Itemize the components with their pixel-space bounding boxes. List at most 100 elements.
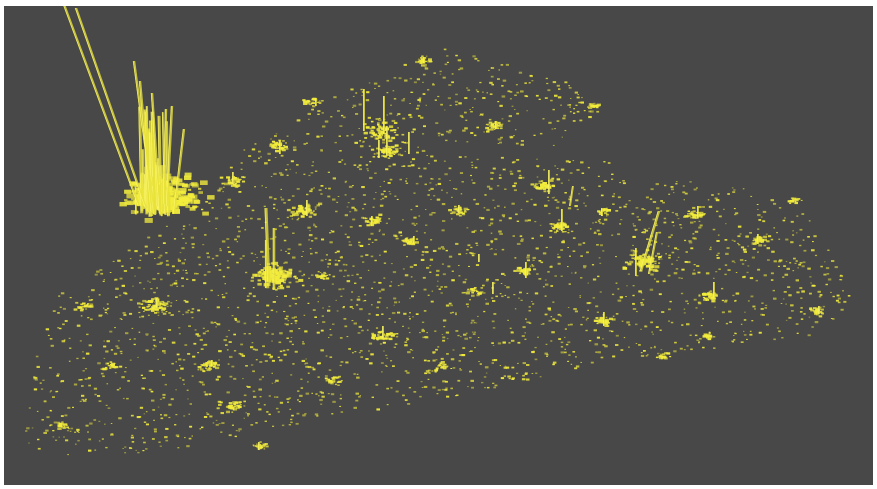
map-point-2098	[169, 305, 172, 307]
map-point-31	[209, 415, 213, 418]
map-point-2211	[341, 256, 343, 257]
map-point-1145	[398, 231, 402, 234]
map-point-2558	[327, 266, 330, 268]
map-point-1843	[240, 162, 243, 164]
map-point-524	[305, 290, 310, 293]
map-point-2093	[178, 333, 181, 335]
map-point-2889	[300, 215, 305, 218]
map-point-47	[365, 164, 369, 166]
map-point-2007	[475, 89, 478, 91]
map-point-3036	[377, 131, 382, 134]
map-point-1346	[732, 341, 734, 343]
map-point-3188	[274, 147, 278, 150]
map-point-3111	[390, 145, 395, 148]
map-point-1842	[296, 188, 300, 190]
map-point-215	[676, 259, 678, 261]
map-point-2112	[288, 397, 292, 399]
map-point-458	[492, 199, 495, 201]
map-point-860	[255, 359, 258, 361]
map-point-2146	[41, 419, 44, 421]
map-point-2305	[215, 228, 218, 230]
map-point-1270	[743, 334, 747, 336]
map-point-1340	[835, 299, 839, 302]
map-point-1347	[421, 321, 425, 323]
map-point-797	[430, 187, 434, 190]
3d-map-viewport[interactable]	[4, 6, 873, 485]
map-point-1464	[338, 288, 342, 291]
map-point-1506	[292, 363, 295, 365]
map-point-3064	[377, 124, 380, 126]
map-point-322	[764, 307, 768, 309]
map-point-20	[490, 241, 493, 244]
map-point-1671	[548, 309, 552, 311]
map-point-939	[500, 136, 503, 139]
map-point-2536	[737, 235, 741, 238]
map-point-654	[291, 316, 295, 319]
map-point-3448	[653, 260, 657, 263]
map-point-1020	[568, 87, 572, 89]
map-point-3553	[604, 324, 609, 327]
map-point-1398	[817, 290, 821, 293]
map-point-2752	[185, 205, 191, 208]
extruded-bar-74	[647, 231, 659, 275]
map-point-2041	[123, 270, 128, 272]
map-point-1664	[798, 263, 802, 266]
map-point-1992	[572, 250, 576, 252]
map-point-407	[527, 219, 531, 222]
map-point-1518	[461, 354, 466, 357]
map-point-2368	[110, 433, 114, 436]
map-point-3203	[145, 300, 150, 303]
map-point-1983	[234, 238, 237, 241]
map-point-1380	[549, 236, 552, 239]
map-point-3242	[159, 306, 163, 309]
map-point-1476	[364, 294, 367, 296]
map-point-1479	[76, 430, 79, 433]
map-point-1364	[514, 308, 517, 310]
map-point-3236	[165, 303, 169, 305]
map-point-2061	[212, 422, 215, 424]
map-point-1636	[569, 106, 571, 108]
map-point-3871	[809, 307, 813, 309]
map-point-1271	[342, 116, 346, 119]
map-point-3875	[809, 308, 813, 310]
map-point-403	[836, 294, 840, 297]
map-point-681	[394, 321, 396, 323]
map-point-802	[162, 393, 166, 396]
map-point-3934	[208, 367, 212, 371]
map-point-3378	[551, 223, 555, 226]
map-point-711	[702, 346, 705, 349]
map-point-2193	[568, 354, 571, 356]
map-point-2465	[512, 235, 515, 237]
map-point-2218	[338, 161, 342, 163]
map-point-3114	[400, 154, 404, 157]
map-point-250	[274, 157, 277, 158]
map-point-1174	[615, 210, 619, 212]
map-point-3719	[234, 186, 238, 188]
map-point-2057	[583, 110, 586, 112]
map-point-3345	[564, 231, 567, 233]
map-point-1014	[518, 176, 522, 179]
map-point-3159	[383, 155, 386, 158]
map-point-4082	[322, 278, 326, 280]
map-point-628	[346, 135, 349, 137]
map-point-1853	[359, 395, 362, 396]
map-point-3031	[378, 126, 383, 129]
map-point-140	[388, 191, 391, 192]
map-point-1492	[545, 77, 548, 80]
map-point-987	[308, 234, 313, 237]
map-point-2406	[40, 388, 44, 390]
map-point-876	[698, 226, 702, 229]
map-point-2424	[291, 343, 294, 346]
map-point-1417	[631, 254, 634, 257]
map-point-809	[492, 345, 495, 346]
map-point-1892	[319, 391, 323, 393]
map-point-3371	[556, 225, 560, 228]
map-point-4074	[78, 306, 82, 309]
map-point-1405	[783, 291, 787, 293]
map-point-3613	[477, 292, 482, 295]
map-point-3848	[759, 240, 764, 243]
map-point-3857	[790, 197, 794, 200]
map-point-659	[724, 264, 728, 266]
map-point-4098	[323, 275, 327, 278]
map-point-1054	[49, 424, 53, 426]
